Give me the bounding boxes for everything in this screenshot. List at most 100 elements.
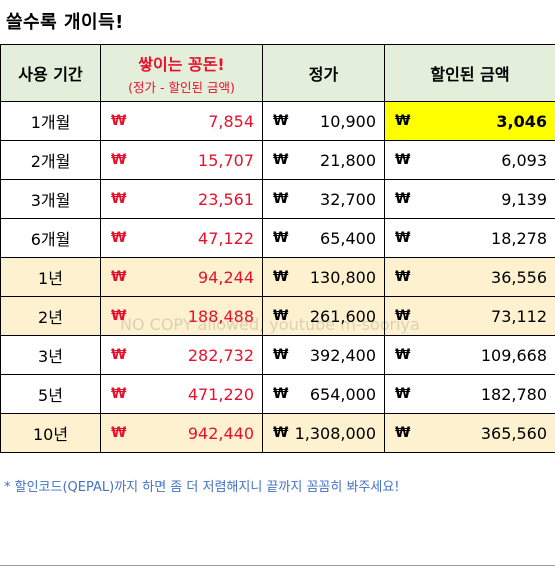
discounted-cell: ₩182,780 <box>384 374 555 414</box>
won-sign: ₩ <box>395 113 411 129</box>
subscription-price-table: 사용 기간 쌓이는 꽁돈! (정가 - 할인된 금액) 정가 할인된 금액 1개… <box>0 44 555 453</box>
won-sign: ₩ <box>395 191 411 207</box>
price-cell: ₩130,800 <box>262 257 385 297</box>
header-savings: 쌓이는 꽁돈! (정가 - 할인된 금액) <box>100 44 263 102</box>
won-sign: ₩ <box>273 308 289 324</box>
table-row: 5년 ₩471,220 ₩654,000 ₩182,780 <box>0 374 555 414</box>
discounted-cell: ₩73,112 <box>384 296 555 336</box>
won-sign: ₩ <box>111 191 127 207</box>
discounted-value: 109,668 <box>480 345 547 365</box>
price-value: 65,400 <box>320 228 376 248</box>
savings-value: 282,732 <box>187 345 254 365</box>
discounted-cell: ₩109,668 <box>384 335 555 375</box>
discounted-value: 3,046 <box>496 111 547 131</box>
won-sign: ₩ <box>395 425 411 441</box>
won-sign: ₩ <box>273 425 289 441</box>
price-cell: ₩392,400 <box>262 335 385 375</box>
price-cell: ₩32,700 <box>262 179 385 219</box>
savings-value: 942,440 <box>187 423 254 443</box>
savings-value: 47,122 <box>198 228 254 248</box>
table-row: 3년 ₩282,732 ₩392,400 ₩109,668 <box>0 335 555 375</box>
discounted-cell: ₩6,093 <box>384 140 555 180</box>
discounted-value: 182,780 <box>480 384 547 404</box>
won-sign: ₩ <box>395 308 411 324</box>
won-sign: ₩ <box>273 230 289 246</box>
savings-value: 7,854 <box>208 111 254 131</box>
table-header-row: 사용 기간 쌓이는 꽁돈! (정가 - 할인된 금액) 정가 할인된 금액 <box>0 44 555 102</box>
discounted-value: 6,093 <box>501 150 547 170</box>
price-cell: ₩1,308,000 <box>262 413 385 453</box>
period-cell: 2년 <box>0 296 101 336</box>
discounted-value: 18,278 <box>491 228 547 248</box>
header-period: 사용 기간 <box>0 44 101 102</box>
won-sign: ₩ <box>395 386 411 402</box>
footnote: * 할인코드(QEPAL)까지 하면 좀 더 저렴해지니 끝까지 꼼꼼히 봐주세… <box>4 480 400 495</box>
period-cell: 6개월 <box>0 218 101 258</box>
won-sign: ₩ <box>395 152 411 168</box>
savings-cell: ₩23,561 <box>100 179 263 219</box>
savings-value: 15,707 <box>198 150 254 170</box>
discounted-cell: ₩365,560 <box>384 413 555 453</box>
header-discounted: 할인된 금액 <box>384 44 555 102</box>
period-cell: 2개월 <box>0 140 101 180</box>
won-sign: ₩ <box>273 152 289 168</box>
price-value: 10,900 <box>320 111 376 131</box>
won-sign: ₩ <box>273 191 289 207</box>
savings-cell: ₩942,440 <box>100 413 263 453</box>
discounted-value: 9,139 <box>501 189 547 209</box>
price-value: 130,800 <box>309 267 376 287</box>
discounted-cell: ₩9,139 <box>384 179 555 219</box>
watermark-text: NO COPY allowed, youtube m-sooriya <box>120 315 420 334</box>
table-row: 6개월 ₩47,122 ₩65,400 ₩18,278 <box>0 218 555 258</box>
savings-value: 471,220 <box>187 384 254 404</box>
won-sign: ₩ <box>111 113 127 129</box>
period-cell: 1개월 <box>0 101 101 141</box>
discounted-cell: ₩18,278 <box>384 218 555 258</box>
savings-cell: ₩47,122 <box>100 218 263 258</box>
won-sign: ₩ <box>273 386 289 402</box>
savings-value: 188,488 <box>187 306 254 326</box>
price-cell: ₩21,800 <box>262 140 385 180</box>
won-sign: ₩ <box>111 347 127 363</box>
page-title: 쓸수록 개이득! <box>6 12 124 33</box>
price-value: 654,000 <box>309 384 376 404</box>
period-cell: 3년 <box>0 335 101 375</box>
period-cell: 10년 <box>0 413 101 453</box>
price-cell: ₩261,600 <box>262 296 385 336</box>
header-savings-sub: (정가 - 할인된 금액) <box>128 79 235 95</box>
savings-cell: ₩471,220 <box>100 374 263 414</box>
discounted-value: 73,112 <box>491 306 547 326</box>
discounted-cell: ₩3,046 <box>384 101 555 141</box>
price-cell: ₩10,900 <box>262 101 385 141</box>
savings-cell: ₩282,732 <box>100 335 263 375</box>
won-sign: ₩ <box>111 269 127 285</box>
price-value: 261,600 <box>309 306 376 326</box>
price-cell: ₩654,000 <box>262 374 385 414</box>
won-sign: ₩ <box>273 347 289 363</box>
period-cell: 3개월 <box>0 179 101 219</box>
won-sign: ₩ <box>111 386 127 402</box>
savings-value: 94,244 <box>198 267 254 287</box>
won-sign: ₩ <box>395 347 411 363</box>
table-row: 3개월 ₩23,561 ₩32,700 ₩9,139 <box>0 179 555 219</box>
won-sign: ₩ <box>273 269 289 285</box>
table-row: 2년 ₩188,488 ₩261,600 ₩73,112 <box>0 296 555 336</box>
discounted-cell: ₩36,556 <box>384 257 555 297</box>
period-cell: 1년 <box>0 257 101 297</box>
won-sign: ₩ <box>111 308 127 324</box>
won-sign: ₩ <box>273 113 289 129</box>
won-sign: ₩ <box>395 269 411 285</box>
price-value: 21,800 <box>320 150 376 170</box>
savings-cell: ₩7,854 <box>100 101 263 141</box>
table-row: 1년 ₩94,244 ₩130,800 ₩36,556 <box>0 257 555 297</box>
won-sign: ₩ <box>111 230 127 246</box>
savings-value: 23,561 <box>198 189 254 209</box>
savings-cell: ₩94,244 <box>100 257 263 297</box>
table-row: 10년 ₩942,440 ₩1,308,000 ₩365,560 <box>0 413 555 453</box>
price-value: 1,308,000 <box>294 423 376 443</box>
discounted-value: 365,560 <box>480 423 547 443</box>
won-sign: ₩ <box>111 152 127 168</box>
savings-cell: ₩15,707 <box>100 140 263 180</box>
period-cell: 5년 <box>0 374 101 414</box>
table-row: 1개월 ₩7,854 ₩10,900 ₩3,046 <box>0 101 555 141</box>
